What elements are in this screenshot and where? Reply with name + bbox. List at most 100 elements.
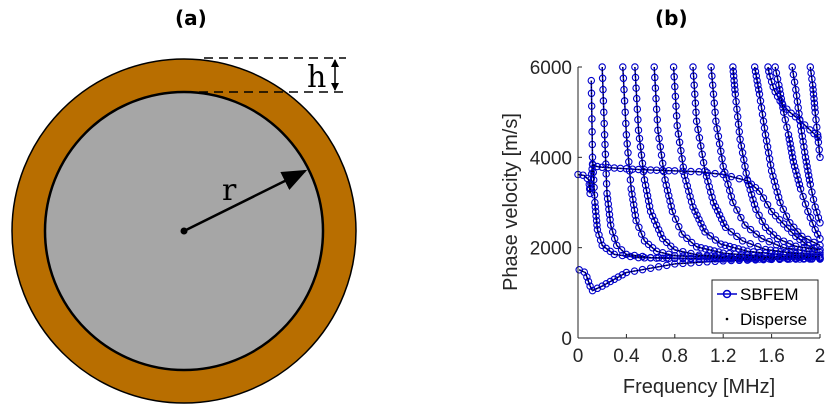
sbfem-point (692, 243, 701, 251)
sbfem-point (769, 231, 778, 239)
sbfem-point (779, 205, 788, 214)
sbfem-point (673, 121, 681, 130)
legend-box (711, 279, 819, 334)
sbfem-point (687, 167, 695, 176)
sbfem-point (734, 245, 743, 253)
disperse-line (791, 66, 821, 223)
sbfem-point (697, 219, 705, 228)
sbfem-point (721, 223, 730, 232)
sbfem-point (682, 176, 690, 185)
sbfem-point (758, 217, 767, 226)
sbfem-point (751, 67, 760, 76)
sbfem-point (715, 140, 724, 148)
sbfem-point (787, 144, 795, 153)
sbfem-point (770, 177, 779, 186)
sbfem-point (619, 74, 628, 83)
sbfem-point (640, 176, 649, 184)
disperse-line (754, 66, 821, 246)
sbfem-point (786, 219, 794, 227)
sbfem-point (656, 143, 665, 151)
sbfem-point (627, 185, 635, 193)
legend-disperse-marker (725, 317, 729, 321)
sbfem-point (671, 246, 679, 254)
y-axis-label: Phase velocity [m/s] (500, 113, 522, 291)
sbfem-point (804, 171, 813, 180)
x-tick-label: 0 (573, 346, 584, 367)
mode-curve-m5 (650, 63, 824, 262)
sbfem-point (804, 235, 812, 244)
sbfem-point (675, 222, 683, 231)
sbfem-point (713, 124, 721, 133)
sbfem-point (650, 216, 659, 225)
sbfem-point (761, 223, 770, 232)
sbfem-point (588, 153, 597, 162)
sbfem-point (742, 169, 750, 177)
sbfem-point (784, 131, 793, 139)
sbfem-point (658, 234, 667, 243)
sbfem-point (706, 246, 714, 254)
sbfem-point (815, 146, 823, 154)
sbfem-point (602, 179, 611, 188)
y-tick-label: 0 (561, 329, 572, 350)
legend-disperse-label: Disperse (740, 310, 807, 329)
sbfem-point (808, 219, 817, 228)
sbfem-point (671, 92, 680, 101)
sbfem-point (626, 176, 635, 184)
sbfem-point (754, 81, 762, 89)
sbfem-point (643, 191, 652, 200)
legend-sbfem-label: SBFEM (740, 285, 799, 304)
sbfem-point (755, 187, 764, 195)
sbfem-point (586, 282, 594, 290)
sbfem-point (754, 85, 763, 94)
sbfem-point (794, 176, 802, 184)
sbfem-point (625, 158, 633, 166)
sbfem-point (745, 181, 753, 189)
sbfem-point (765, 67, 773, 76)
sbfem-point (755, 211, 763, 220)
sbfem-point (746, 185, 754, 194)
sbfem-point (800, 121, 809, 129)
x-tick-label: 0.8 (662, 346, 688, 367)
sbfem-point (799, 192, 807, 201)
sbfem-point (646, 207, 655, 216)
sbfem-point (776, 90, 785, 98)
sbfem-point (811, 103, 819, 112)
sbfem-point (610, 275, 619, 284)
sbfem-point (735, 174, 744, 183)
sbfem-point (789, 158, 798, 166)
sbfem-point (806, 180, 815, 189)
sbfem-point (766, 72, 774, 81)
sbfem-point (588, 115, 596, 123)
sbfem-point (810, 94, 818, 103)
sbfem-point (593, 225, 602, 234)
disperse-line (634, 66, 821, 259)
sbfem-point (735, 127, 744, 136)
sbfem-point (800, 243, 808, 252)
sbfem-point (787, 249, 795, 257)
sbfem-point (775, 216, 784, 224)
sbfem-point (800, 148, 809, 156)
mode-curve-m2 (598, 63, 824, 263)
sbfem-point (656, 230, 665, 238)
sbfem-point (783, 123, 791, 131)
sbfem-point (699, 223, 707, 232)
sbfem-point (790, 162, 799, 171)
sbfem-point (678, 155, 686, 163)
sbfem-point (702, 172, 711, 180)
sbfem-point (788, 153, 797, 162)
x-ticks: 0 0.4 0.8 1.2 1.6 2 (573, 334, 825, 367)
sbfem-point (711, 169, 719, 178)
sbfem-point (752, 72, 761, 80)
sbfem-point (631, 211, 640, 220)
sbfem-point (622, 119, 630, 128)
sbfem-point (618, 271, 627, 279)
sbfem-point (741, 221, 749, 229)
y-ticks: 0 2000 4000 6000 (530, 58, 582, 350)
sbfem-point (737, 213, 745, 222)
mode-curve-m7 (689, 63, 824, 259)
sbfem-point (606, 221, 615, 229)
sbfem-point (645, 202, 654, 211)
sbfem-point (600, 131, 609, 139)
sbfem-point (754, 242, 762, 251)
